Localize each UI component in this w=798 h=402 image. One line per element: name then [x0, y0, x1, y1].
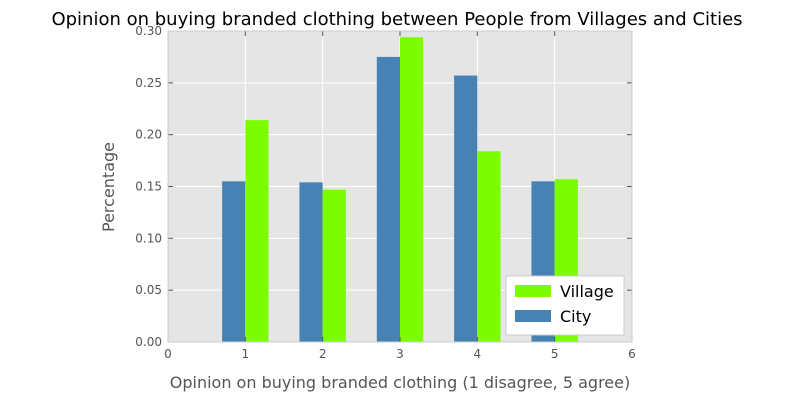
bar-city — [454, 75, 478, 343]
y-tick-label: 0.15 — [135, 180, 162, 194]
plot-frame — [167, 30, 633, 343]
legend-label-city: City — [560, 307, 591, 326]
x-tick-label: 5 — [551, 347, 559, 361]
x-tick-label: 0 — [164, 347, 172, 361]
y-tick-label: 0.05 — [135, 283, 162, 297]
legend-label-village: Village — [560, 282, 614, 301]
y-tick-label: 0.10 — [135, 231, 162, 245]
y-tick-label: 0.00 — [135, 335, 162, 349]
bar-city — [299, 182, 323, 342]
bar-village — [400, 37, 424, 342]
legend-swatch-city — [515, 310, 551, 322]
chart-title: Opinion on buying branded clothing betwe… — [51, 9, 742, 30]
x-tick-label: 4 — [474, 347, 482, 361]
x-tick-label: 6 — [628, 347, 636, 361]
x-tick-label: 2 — [319, 347, 327, 361]
x-tick-label: 3 — [396, 347, 404, 361]
legend: Village City — [505, 275, 625, 336]
legend-swatch-village — [515, 285, 551, 297]
bar-city — [222, 181, 246, 342]
bar-city — [376, 56, 400, 343]
y-tick-label: 0.20 — [135, 128, 162, 142]
y-tick-label: 0.25 — [135, 76, 162, 90]
ticks: 0 1 2 3 4 5 6 0.00 0.05 0.10 0.15 0.20 0.25 0.30 — [135, 24, 636, 361]
x-tick-label: 1 — [242, 347, 250, 361]
bar-village — [322, 189, 346, 342]
x-axis-label: Opinion on buying branded clothing (1 di… — [170, 373, 630, 392]
bar-village — [245, 120, 269, 342]
y-tick-label: 0.30 — [135, 24, 162, 38]
bar-village — [477, 151, 501, 342]
y-axis-label: Percentage — [99, 142, 118, 232]
